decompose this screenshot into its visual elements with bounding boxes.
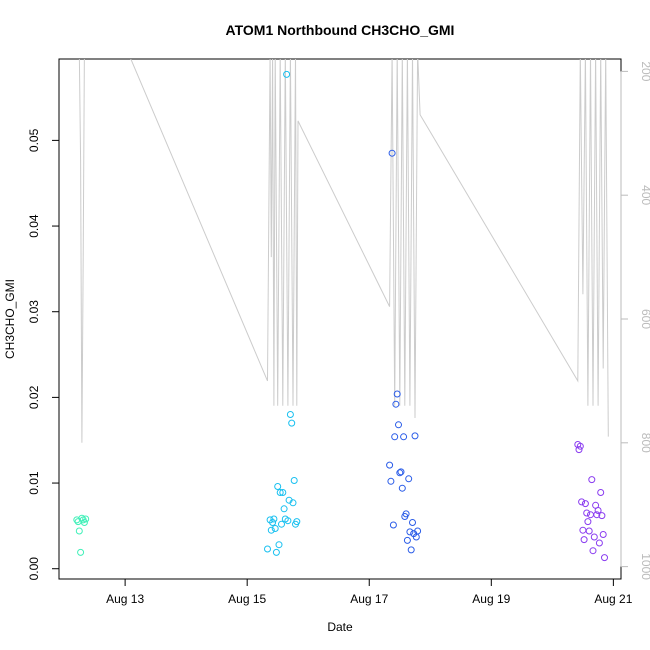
data-point <box>275 541 283 549</box>
data-point <box>392 400 400 408</box>
right-tick-label: 1000 <box>639 553 650 580</box>
data-point <box>283 70 291 78</box>
data-point <box>284 517 292 525</box>
data-point <box>581 500 589 508</box>
data-point <box>601 554 608 562</box>
data-point <box>397 468 405 476</box>
data-point <box>598 512 606 520</box>
data-point <box>585 527 593 535</box>
data-point <box>387 477 395 485</box>
data-point <box>575 446 583 454</box>
data-point <box>589 547 597 555</box>
data-point <box>580 536 588 544</box>
data-point <box>272 548 280 556</box>
x-axis-label: Date <box>327 620 353 634</box>
pressure-series-line <box>78 59 609 443</box>
plot-area <box>58 58 622 580</box>
data-point <box>293 518 301 526</box>
right-tick-label: 200 <box>639 61 650 81</box>
data-point <box>75 527 83 535</box>
data-point <box>289 499 297 507</box>
data-point <box>414 527 422 535</box>
data-point <box>276 489 284 496</box>
data-point <box>290 477 298 484</box>
data-point <box>396 469 404 477</box>
y-axis-label: CH3CHO_GMI <box>3 279 17 359</box>
data-point <box>264 545 271 553</box>
y-tick-label: 0.04 <box>27 214 41 238</box>
data-point <box>279 489 287 496</box>
data-point <box>584 518 592 526</box>
data-point <box>389 521 397 529</box>
data-point <box>403 536 411 544</box>
x-tick-label: Aug 15 <box>228 592 266 606</box>
x-tick-label: Aug 21 <box>594 592 632 606</box>
y-tick-label: 0.00 <box>27 557 41 581</box>
right-axis: 200 400 600 800 1000 <box>620 61 650 580</box>
data-point <box>587 511 594 519</box>
right-tick-label: 400 <box>639 185 650 205</box>
x-tick-label: Aug 17 <box>350 592 388 606</box>
data-point <box>590 533 598 541</box>
data-point <box>269 519 277 526</box>
data-point <box>409 519 416 526</box>
data-point <box>271 525 279 532</box>
right-tick-label: 800 <box>639 433 650 453</box>
y-tick-label: 0.02 <box>27 385 41 409</box>
data-point <box>398 484 406 492</box>
y-tick-label: 0.05 <box>27 128 41 152</box>
data-point <box>274 483 282 490</box>
data-point <box>583 509 591 517</box>
data-point <box>402 510 410 518</box>
data-point <box>286 411 294 418</box>
data-point <box>588 476 596 484</box>
y-tick-label: 0.03 <box>27 300 41 324</box>
data-point <box>80 519 88 526</box>
x-tick-label: Aug 13 <box>106 592 144 606</box>
data-point <box>576 442 584 450</box>
data-point <box>77 548 85 556</box>
data-point <box>406 528 414 536</box>
data-point <box>278 520 285 528</box>
data-point <box>386 461 394 469</box>
data-point <box>595 539 603 547</box>
y-tick-label: 0.01 <box>27 471 41 495</box>
data-point <box>407 546 415 554</box>
data-point <box>395 421 402 429</box>
data-point <box>82 515 90 523</box>
data-point <box>579 526 587 534</box>
right-tick-label: 600 <box>639 309 650 329</box>
data-point <box>578 498 586 506</box>
data-point <box>393 390 401 398</box>
pressure-line <box>78 59 609 443</box>
x-tick-label: Aug 19 <box>472 592 510 606</box>
data-point <box>288 419 296 427</box>
y-axis: 0.00 0.01 0.02 0.03 0.04 0.05 <box>27 128 60 581</box>
data-point <box>388 149 396 157</box>
data-point <box>594 507 602 514</box>
data-point <box>270 515 278 523</box>
data-point <box>267 526 275 534</box>
data-point <box>405 475 413 483</box>
data-point <box>280 505 288 513</box>
data-points <box>73 70 608 562</box>
chart-title: ATOM1 Northbound CH3CHO_GMI <box>226 22 455 38</box>
data-point <box>400 433 408 441</box>
data-point <box>599 531 607 538</box>
data-point <box>597 489 605 496</box>
data-point <box>593 511 601 519</box>
x-axis: Aug 13 Aug 15 Aug 17 Aug 19 Aug 21 <box>106 578 633 606</box>
data-point <box>411 432 419 440</box>
data-point <box>391 433 399 441</box>
